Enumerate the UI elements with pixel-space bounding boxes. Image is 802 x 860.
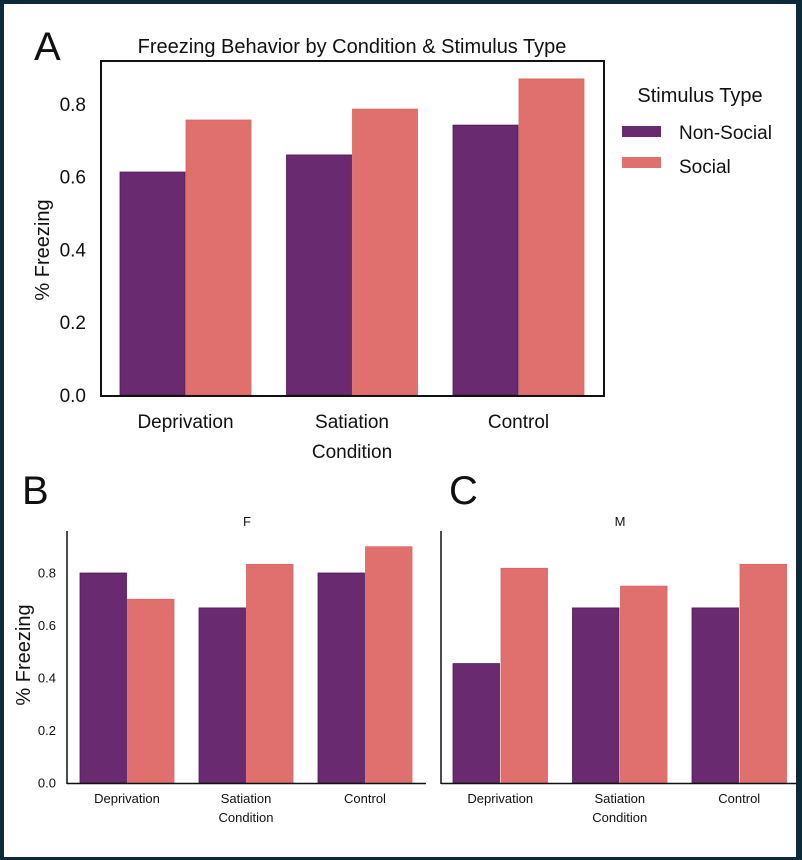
y-tick-label-a-0.6: 0.6 — [60, 168, 86, 189]
bar-a-satiation-non-social — [286, 154, 352, 396]
y-tick-label-b-0.4: 0.4 — [38, 671, 56, 686]
y-tick-label-a-0.4: 0.4 — [60, 240, 87, 261]
bar-c-satiation-non-social — [572, 607, 620, 784]
chart-b-ylabel: % Freezing — [13, 604, 35, 705]
x-tick-label-a-control: Control — [488, 412, 549, 433]
bar-c-control-social — [739, 563, 787, 784]
bar-b-deprivation-non-social — [79, 572, 127, 784]
chart-a-title: Freezing Behavior by Condition & Stimulu… — [138, 36, 567, 58]
x-tick-label-a-deprivation: Deprivation — [137, 412, 233, 433]
bar-a-deprivation-non-social — [119, 171, 186, 396]
bar-c-control-non-social — [691, 607, 739, 784]
bar-a-deprivation-social — [185, 119, 252, 396]
x-tick-label-a-satiation: Satiation — [315, 412, 389, 433]
axes-frame-a — [100, 60, 605, 397]
bar-b-control-social — [365, 546, 413, 784]
x-tick-label-b-control: Control — [344, 791, 386, 806]
x-axis-label-a: Condition — [312, 442, 392, 463]
panel-letter-c: C — [449, 469, 478, 513]
x-axis-label-c: Condition — [592, 810, 647, 825]
x-tick-label-b-satiation: Satiation — [221, 791, 272, 806]
y-tick-label-a-0.8: 0.8 — [60, 95, 86, 116]
x-axis-label-b: Condition — [219, 810, 274, 825]
panel-letter-b: B — [22, 469, 49, 513]
panel-letter-a: A — [34, 25, 61, 69]
bar-b-satiation-non-social — [198, 607, 246, 784]
x-tick-label-c-control: Control — [718, 791, 760, 806]
bar-a-control-social — [518, 78, 585, 396]
chart-b-title: F — [243, 514, 251, 529]
chart-b-plot: Deprivation Satiation Condition Control 0.0 0… — [38, 531, 426, 825]
legend-label-non-social: Non-Social — [679, 123, 772, 144]
y-tick-label-b-0.8: 0.8 — [38, 566, 56, 581]
chart-a-ylabel: % Freezing — [32, 199, 54, 300]
legend-swatch-social — [622, 157, 661, 168]
bar-a-control-non-social — [452, 124, 519, 396]
y-tick-label-b-0.0: 0.0 — [38, 776, 56, 791]
legend: Stimulus Type Non-Social Social — [622, 85, 772, 178]
bar-b-deprivation-social — [127, 598, 175, 784]
bar-c-satiation-social — [620, 585, 668, 784]
x-tick-label-c-deprivation: Deprivation — [467, 791, 533, 806]
bar-c-deprivation-non-social — [452, 663, 500, 784]
bar-a-satiation-social — [352, 108, 418, 396]
x-tick-label-c-satiation: Satiation — [594, 791, 645, 806]
bar-b-control-non-social — [317, 572, 365, 784]
bar-c-deprivation-social — [500, 567, 548, 784]
y-tick-label-a-0.0: 0.0 — [60, 386, 86, 407]
chart-a-plot: Deprivation Satiation Condition Control 0.0 0… — [60, 60, 605, 463]
bar-b-satiation-social — [246, 563, 294, 784]
legend-label-social: Social — [679, 157, 731, 178]
legend-title: Stimulus Type — [637, 85, 762, 107]
y-tick-label-b-0.2: 0.2 — [38, 723, 56, 738]
chart-c-plot: Deprivation Satiation Condition Control — [440, 531, 796, 825]
chart-c-title: M — [615, 514, 626, 529]
legend-swatch-non-social — [622, 126, 661, 137]
y-tick-label-b-0.6: 0.6 — [38, 618, 56, 633]
x-tick-label-b-deprivation: Deprivation — [94, 791, 160, 806]
y-tick-label-a-0.2: 0.2 — [60, 313, 86, 334]
